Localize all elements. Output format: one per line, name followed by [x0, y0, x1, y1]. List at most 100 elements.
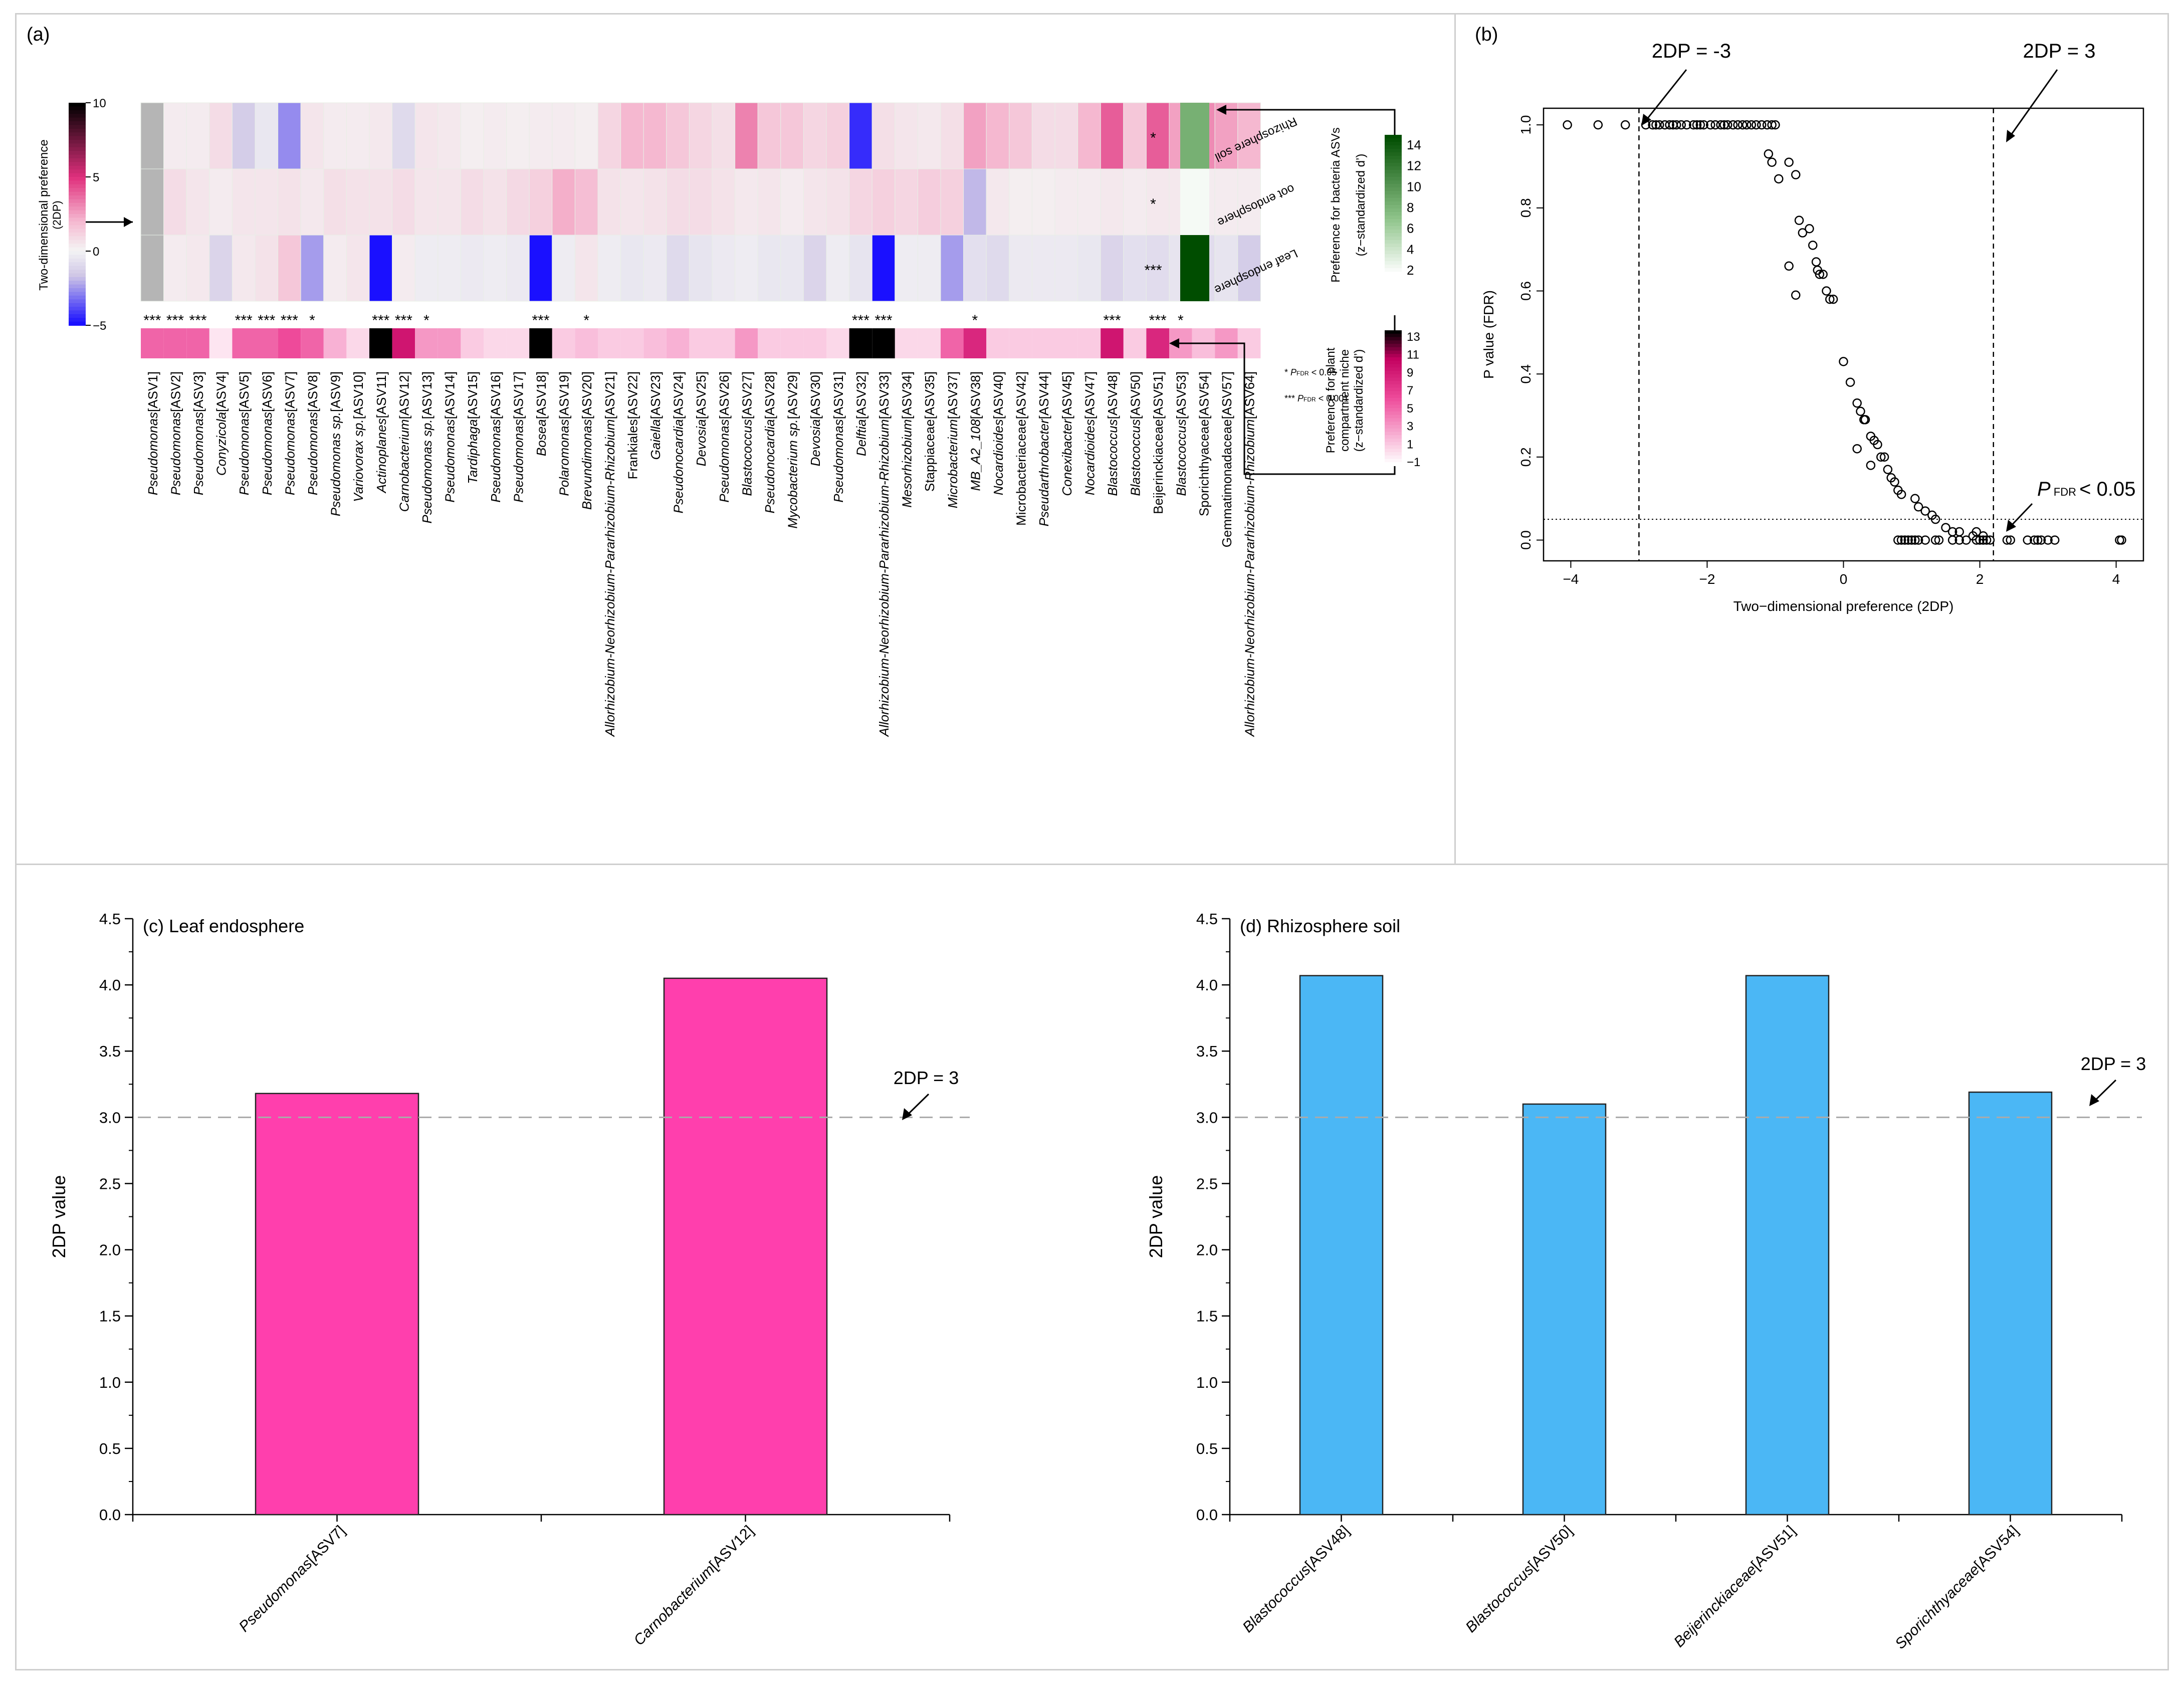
chart-title: (d) Rhizosphere soil: [1240, 916, 1400, 936]
colorbar-2dp-step: [69, 206, 86, 211]
heatmap-cell: [369, 102, 393, 169]
heatmap-cell: [278, 168, 301, 236]
threshold-arrow: [2093, 1079, 2117, 1102]
heatmap-cell: [712, 235, 736, 302]
column-genus: Pseudomonas: [282, 412, 297, 495]
annotation-arrow: [2010, 69, 2058, 135]
colorbar-2dp-step: [69, 184, 86, 189]
scatter-point: [1985, 535, 1995, 545]
column-asv: [ASV57]: [1219, 371, 1234, 419]
category-genus: Blastococcus: [1239, 1561, 1314, 1635]
scatter-point: [1774, 174, 1784, 184]
colorbar-compartment-title: (z−standardized d’): [1352, 349, 1366, 452]
colorbar-compartment-step: [1385, 344, 1402, 348]
heatmap-cell: [1123, 168, 1147, 236]
scatter-point: [1767, 157, 1777, 167]
heatmap-cell: [163, 168, 187, 236]
threshold-label: 2DP = 3: [2081, 1054, 2146, 1074]
scatter-point: [1719, 120, 1729, 130]
column-significance: *: [1178, 312, 1184, 329]
compartment-cell: [918, 328, 941, 358]
colorbar-bacteria-step: [1385, 254, 1402, 258]
column-genus: Pseudomonas: [511, 419, 526, 502]
scatter-point: [1975, 535, 1985, 545]
heatmap-cell: [438, 235, 461, 302]
colorbar-2dp-step: [69, 303, 86, 307]
y-axis-label: P value (FDR): [1481, 290, 1496, 379]
column-genus: Blastococcus: [1128, 419, 1143, 496]
scatter-point: [1930, 514, 1940, 524]
colorbar-2dp-step: [69, 180, 86, 185]
column-genus: Brevundimonas: [579, 419, 594, 510]
bar: [1299, 975, 1384, 1516]
heatmap-cell: [1100, 168, 1124, 236]
heatmap-cell: [1009, 168, 1032, 236]
heatmap-cell: [735, 235, 758, 302]
scatter-point: [1907, 535, 1916, 545]
colorbar-compartment-step: [1385, 428, 1402, 433]
scatter-point: [1808, 241, 1818, 250]
column-genus: Tardiphaga: [465, 419, 480, 484]
colorbar-bacteria-step: [1385, 177, 1402, 181]
scatter-point: [1794, 216, 1804, 225]
colorbar-2dp-step: [69, 140, 86, 144]
compartment-cell: [209, 328, 233, 358]
heatmap-cell: [506, 168, 530, 236]
colorbar-compartment-title: compartment niche: [1338, 349, 1352, 452]
category-asv: [ASV7]: [304, 1523, 348, 1567]
x-category-label: Pseudomonas[ASV7]: [236, 1523, 348, 1635]
heatmap-cell: [871, 168, 896, 236]
column-significance: ***: [1149, 312, 1167, 329]
column-genus: Pseudomonas: [191, 412, 206, 495]
column-genus: Pseudonocardia: [762, 419, 777, 513]
scatter-point: [1873, 440, 1882, 450]
heatmap-cell: [1077, 235, 1101, 302]
column-genus: Pseudomonas: [488, 419, 503, 502]
heatmap-cell: [986, 235, 1010, 302]
heatmap-cell: [232, 168, 256, 236]
y-tick-label: 0.4: [1518, 364, 1534, 384]
colorbar-2dp-step: [69, 255, 86, 259]
colorbar-compartment-step: [1385, 381, 1402, 385]
scatter-point: [1910, 535, 1920, 545]
heatmap-cell: [871, 102, 896, 169]
heatmap-cell: [757, 235, 781, 302]
scatter-point: [1665, 120, 1674, 130]
column-asv: [ASV11]: [374, 371, 389, 418]
scatter-point: [1671, 120, 1681, 130]
colorbar-2dp-tick: 10: [93, 97, 106, 110]
compartment-cell: [552, 328, 575, 358]
colorbar-compartment-step: [1385, 367, 1402, 371]
chart-title-text: Leaf endosphere: [169, 916, 304, 936]
column-asv: [ASV6]: [260, 371, 275, 412]
threshold-label: 2DP = 3: [894, 1068, 959, 1088]
category-genus: Sporichthyaceae: [1892, 1561, 1983, 1652]
arrow-line: [1223, 109, 1396, 138]
colorbar-compartment-tick: 7: [1407, 384, 1413, 397]
scatter-point: [2030, 535, 2039, 545]
colorbar-2dp-step: [69, 273, 86, 278]
heatmap-cell: [849, 235, 872, 302]
column-label: Allorhizobium-Neorhizobium-Pararhizobium…: [602, 371, 617, 737]
column-label: Pseudarthrobacter[ASV44]: [1036, 371, 1051, 526]
column-asv: [ASV53]: [1174, 371, 1189, 419]
column-label: Pseudomonas[ASV16]: [488, 371, 503, 503]
y-tick-label: 3.0: [99, 1109, 121, 1126]
heatmap-cell: [186, 102, 210, 169]
colorbar-2dp-step: [69, 158, 86, 163]
colorbar-2dp-step: [69, 258, 86, 263]
heatmap-cell: [1077, 102, 1101, 169]
heatmap-cell: [940, 168, 964, 236]
column-label: Pseudomonas[ASV31]: [831, 371, 846, 503]
panel-b: (b) −4 −2 0 2 4 0.0 0.2 0.4 0.6 0.8 1.0 Two−dimensi…: [1454, 13, 2169, 865]
bar: [255, 1093, 419, 1516]
heatmap-cell: [140, 168, 164, 236]
column-asv: [ASV22]: [625, 371, 640, 419]
heatmap-cell: [1214, 235, 1238, 302]
heatmap-cell: [1077, 168, 1101, 236]
y-tick-label: 0.6: [1518, 281, 1534, 301]
colorbar-compartment-step: [1385, 371, 1402, 375]
colorbar-bacteria-title: Preference for bacteria ASVs: [1329, 127, 1343, 283]
scatter-point: [1752, 120, 1761, 130]
column-genus: Pseudomonas: [305, 412, 320, 495]
